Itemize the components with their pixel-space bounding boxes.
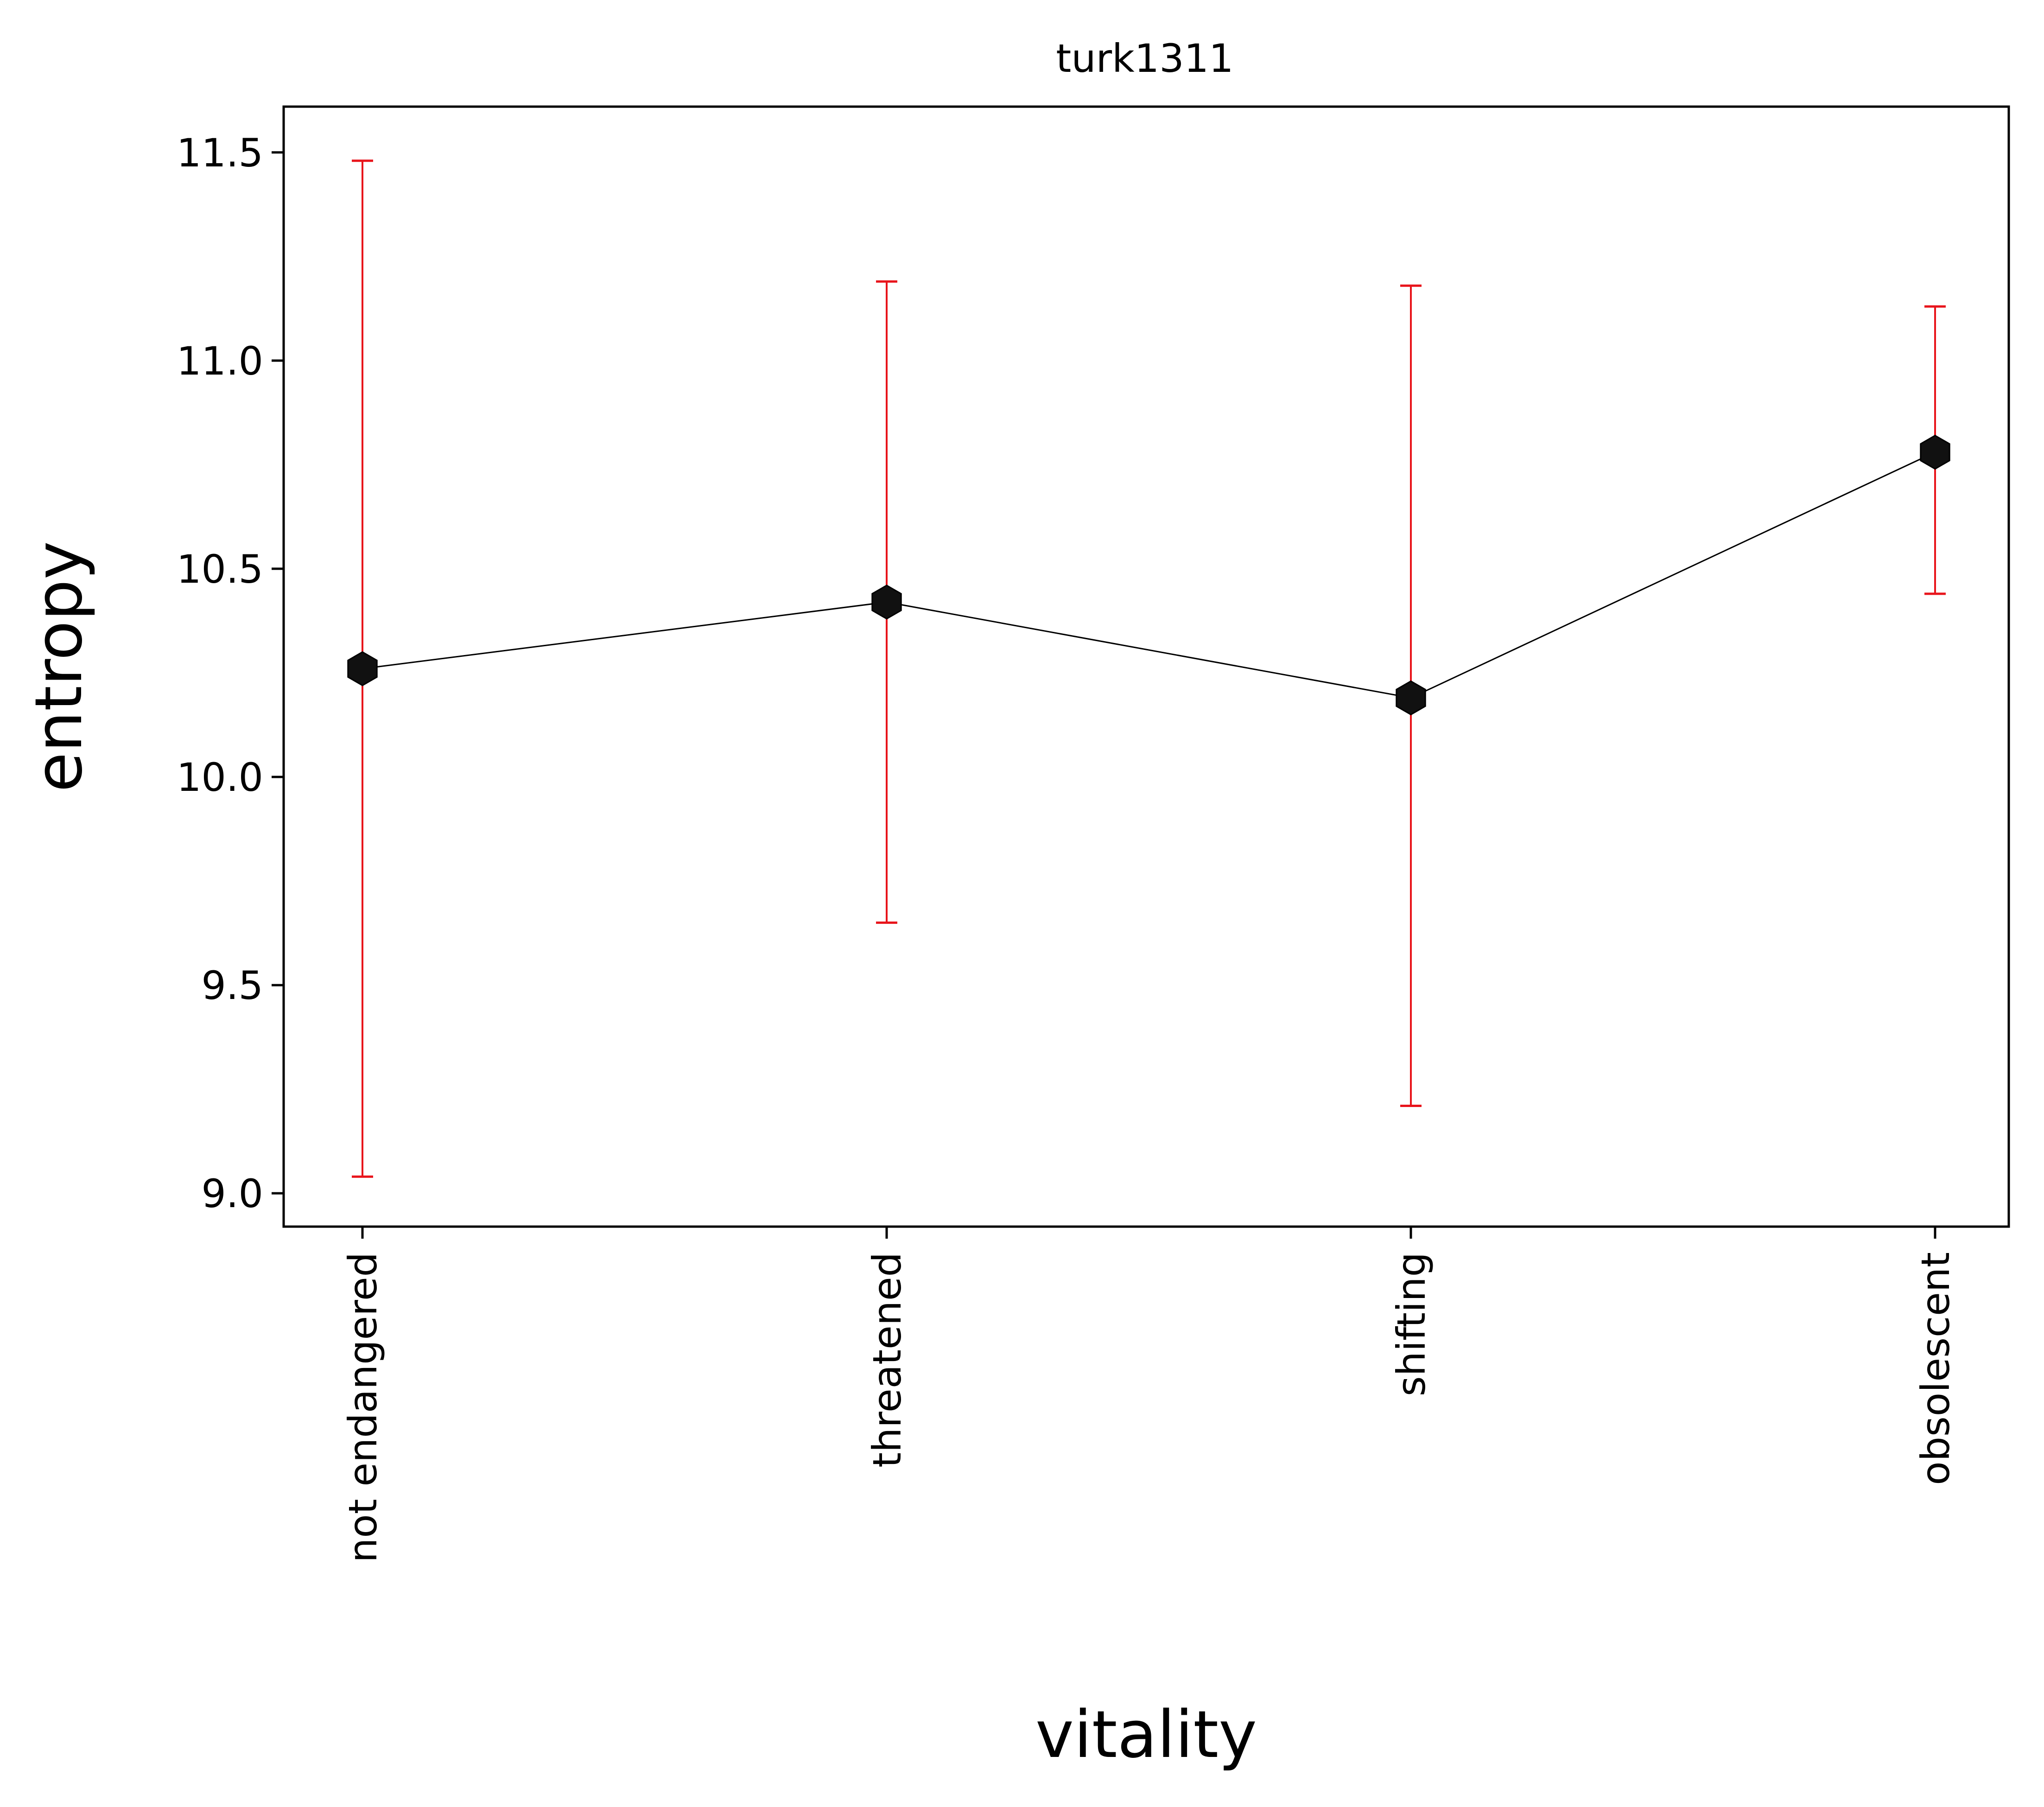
x-axis-label: vitality <box>1035 1697 1257 1773</box>
y-tick-label: 10.5 <box>177 547 263 592</box>
y-tick-label: 10.0 <box>177 755 263 800</box>
data-point <box>347 651 378 687</box>
y-tick-label: 9.0 <box>201 1171 263 1216</box>
plot-area-frame <box>282 105 2010 1228</box>
y-tick-label: 11.5 <box>177 130 263 176</box>
series-entropy <box>347 434 1950 716</box>
series-line <box>362 452 1936 699</box>
x-tick-label: obsolescent <box>1913 1252 1958 1485</box>
y-axis-label: entropy <box>21 541 97 792</box>
y-tick-label: 9.5 <box>201 963 263 1008</box>
chart-title: turk1311 <box>1056 36 1233 81</box>
x-axis-ticks: not endangered threatened shifting obsolesc… <box>340 1227 1958 1563</box>
x-tick-label: shifting <box>1389 1252 1434 1396</box>
x-tick-label: not endangered <box>340 1252 386 1563</box>
y-tick-label: 11.0 <box>177 338 263 384</box>
data-point <box>1396 680 1426 716</box>
y-axis-ticks: 9.0 9.5 10.0 10.5 11.0 11.5 <box>177 130 284 1216</box>
data-point <box>871 585 902 620</box>
data-point <box>1920 434 1950 470</box>
x-tick-label: threatened <box>864 1252 910 1468</box>
